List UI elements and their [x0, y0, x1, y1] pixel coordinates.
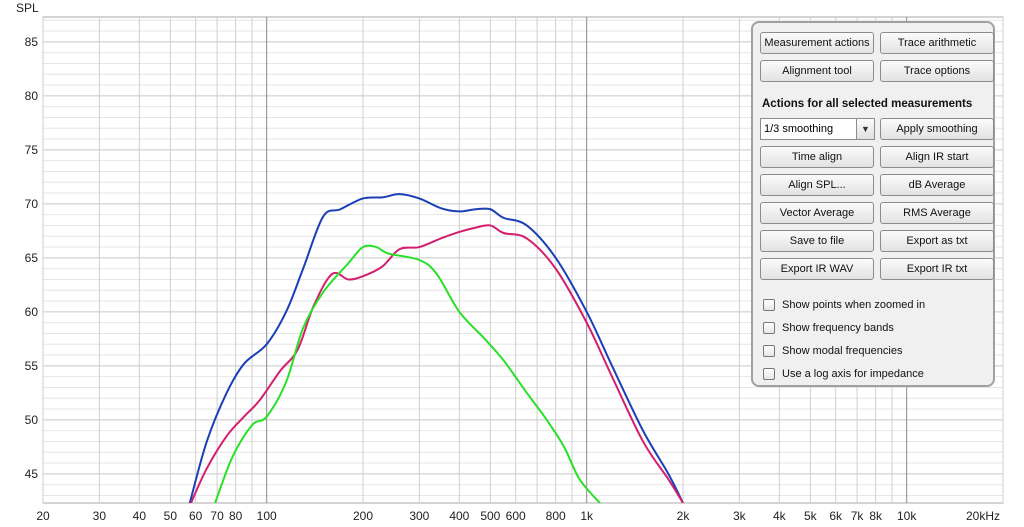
- checkbox-box[interactable]: [763, 299, 775, 311]
- export-as-txt-button[interactable]: Export as txt: [880, 230, 994, 252]
- x-tick-label: 500: [480, 509, 500, 523]
- measurement-actions-button[interactable]: Measurement actions: [760, 32, 874, 54]
- x-tick-label: 800: [546, 509, 566, 523]
- checkbox-label: Use a log axis for impedance: [782, 368, 924, 380]
- x-tick-label: 100: [257, 509, 277, 523]
- x-tick-label: 40: [133, 509, 147, 523]
- y-tick-label: 80: [25, 89, 39, 103]
- x-tick-label: 200: [353, 509, 373, 523]
- x-tick-label: 400: [449, 509, 469, 523]
- trace-arithmetic-button[interactable]: Trace arithmetic: [880, 32, 994, 54]
- trace-options-button[interactable]: Trace options: [880, 60, 994, 82]
- show-modal-frequencies-checkbox[interactable]: Show modal frequencies: [763, 343, 902, 359]
- y-tick-label: 75: [25, 143, 39, 157]
- apply-smoothing-button[interactable]: Apply smoothing: [880, 118, 994, 140]
- x-tick-label: 1k: [580, 509, 594, 523]
- checkbox-box[interactable]: [763, 368, 775, 380]
- vector-average-button[interactable]: Vector Average: [760, 202, 874, 224]
- x-tick-label: 10k: [897, 509, 917, 523]
- x-tick-label: 4k: [773, 509, 787, 523]
- series-line-3: [214, 244, 601, 503]
- show-points-checkbox[interactable]: Show points when zoomed in: [763, 297, 925, 313]
- x-tick-label: 5k: [804, 509, 818, 523]
- show-frequency-bands-checkbox[interactable]: Show frequency bands: [763, 320, 894, 336]
- series-line-2: [190, 224, 684, 503]
- checkbox-box[interactable]: [763, 345, 775, 357]
- x-tick-label: 80: [229, 509, 243, 523]
- x-tick-label: 70: [210, 509, 224, 523]
- x-tick-label: 20kHz: [966, 509, 1000, 523]
- x-tick-label: 2k: [677, 509, 691, 523]
- time-align-button[interactable]: Time align: [760, 146, 874, 168]
- y-tick-label: 45: [25, 467, 39, 481]
- x-tick-label: 3k: [733, 509, 747, 523]
- y-tick-label: 60: [25, 305, 39, 319]
- db-average-button[interactable]: dB Average: [880, 174, 994, 196]
- checkbox-label: Show modal frequencies: [782, 345, 903, 357]
- checkbox-box[interactable]: [763, 322, 775, 334]
- smoothing-select[interactable]: 1/3 smoothing ▼: [760, 118, 875, 140]
- export-ir-txt-button[interactable]: Export IR txt: [880, 258, 994, 280]
- export-ir-wav-button[interactable]: Export IR WAV: [760, 258, 874, 280]
- series-line-1: [188, 193, 684, 503]
- x-tick-label: 8k: [869, 509, 883, 523]
- x-tick-label: 300: [409, 509, 429, 523]
- chevron-down-icon[interactable]: ▼: [856, 119, 874, 139]
- x-tick-label: 7k: [851, 509, 865, 523]
- x-tick-label: 600: [506, 509, 526, 523]
- tick-labels: 45 50 55 60 65 70 75 80 85 20 30 40 50 60 70 80 100 200 30…: [25, 35, 1000, 523]
- section-title: Actions for all selected measurements: [762, 98, 973, 110]
- rms-average-button[interactable]: RMS Average: [880, 202, 994, 224]
- x-tick-label: 50: [164, 509, 178, 523]
- y-tick-label: 65: [25, 251, 39, 265]
- y-axis-label: SPL: [16, 1, 39, 15]
- x-tick-label: 60: [189, 509, 203, 523]
- y-tick-label: 50: [25, 413, 39, 427]
- log-axis-impedance-checkbox[interactable]: Use a log axis for impedance: [763, 366, 924, 382]
- series-lines: [188, 193, 684, 503]
- measurement-actions-panel: Measurement actions Trace arithmetic Ali…: [751, 21, 995, 387]
- x-tick-label: 20: [36, 509, 50, 523]
- x-tick-label: 30: [93, 509, 107, 523]
- save-to-file-button[interactable]: Save to file: [760, 230, 874, 252]
- x-tick-label: 6k: [829, 509, 843, 523]
- align-ir-start-button[interactable]: Align IR start: [880, 146, 994, 168]
- y-tick-label: 85: [25, 35, 39, 49]
- y-tick-label: 55: [25, 359, 39, 373]
- smoothing-value: 1/3 smoothing: [764, 123, 834, 135]
- y-tick-label: 70: [25, 197, 39, 211]
- checkbox-label: Show points when zoomed in: [782, 299, 926, 311]
- alignment-tool-button[interactable]: Alignment tool: [760, 60, 874, 82]
- align-spl-button[interactable]: Align SPL...: [760, 174, 874, 196]
- checkbox-label: Show frequency bands: [782, 322, 894, 334]
